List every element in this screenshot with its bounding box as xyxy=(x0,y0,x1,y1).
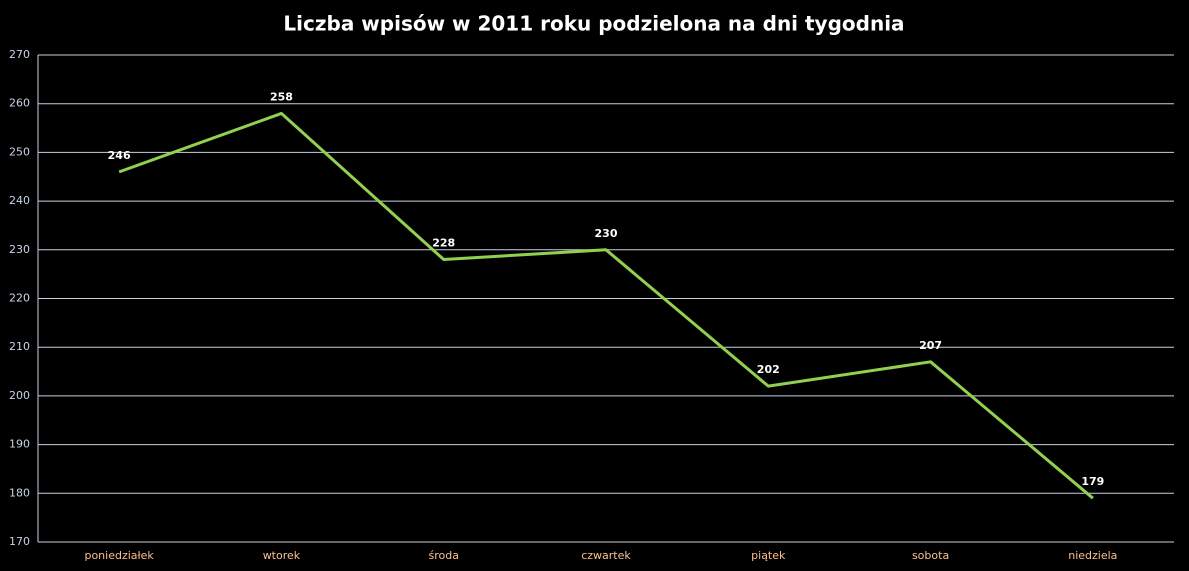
y-tick-label: 180 xyxy=(9,486,30,499)
y-tick-label: 200 xyxy=(9,389,30,402)
y-tick-label: 230 xyxy=(9,243,30,256)
y-tick-label: 190 xyxy=(9,438,30,451)
chart-title: Liczba wpisów w 2011 roku podzielona na … xyxy=(283,12,904,36)
x-tick-label: sobota xyxy=(912,549,949,562)
data-label: 228 xyxy=(432,237,455,250)
x-tick-label: poniedziałek xyxy=(84,549,154,562)
y-tick-label: 170 xyxy=(9,535,30,548)
data-label: 179 xyxy=(1081,475,1104,488)
y-tick-label: 220 xyxy=(9,292,30,305)
data-label: 258 xyxy=(270,90,293,103)
data-label: 230 xyxy=(595,227,618,240)
data-label: 202 xyxy=(757,363,780,376)
y-tick-label: 260 xyxy=(9,97,30,110)
data-label: 246 xyxy=(108,149,131,162)
x-tick-label: niedziela xyxy=(1068,549,1117,562)
data-line xyxy=(118,111,1094,500)
x-tick-label: piątek xyxy=(751,549,786,562)
data-label: 207 xyxy=(919,339,942,352)
y-tick-label: 270 xyxy=(9,48,30,61)
y-tick-label: 240 xyxy=(9,194,30,207)
y-tick-label: 210 xyxy=(9,340,30,353)
y-tick-label: 250 xyxy=(9,145,30,158)
x-tick-label: wtorek xyxy=(263,549,301,562)
x-tick-label: środa xyxy=(428,549,458,562)
x-tick-label: czwartek xyxy=(581,549,631,562)
